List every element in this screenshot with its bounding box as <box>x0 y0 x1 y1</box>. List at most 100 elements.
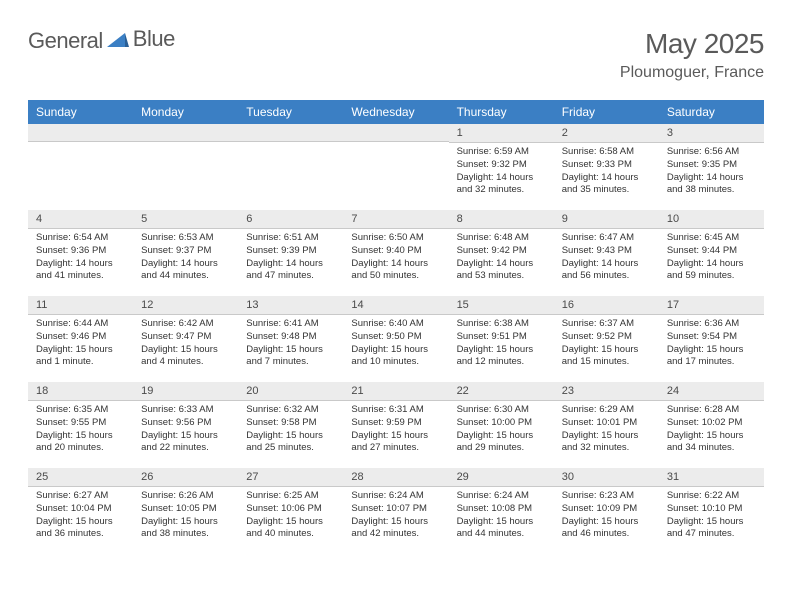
page-header: General Blue May 2025 Ploumoguer, France <box>28 28 764 82</box>
day-number: 1 <box>449 124 554 143</box>
day-number: 18 <box>28 382 133 401</box>
location-label: Ploumoguer, France <box>620 64 764 82</box>
day-number: 2 <box>554 124 659 143</box>
day-number: 16 <box>554 296 659 315</box>
daylight-text-2: and 20 minutes. <box>36 442 125 455</box>
daylight-text-2: and 15 minutes. <box>562 356 651 369</box>
daylight-text-1: Daylight: 15 hours <box>351 516 440 529</box>
day-details: Sunrise: 6:37 AMSunset: 9:52 PMDaylight:… <box>554 315 659 373</box>
day-number: 29 <box>449 468 554 487</box>
day-cell: 16Sunrise: 6:37 AMSunset: 9:52 PMDayligh… <box>554 296 659 382</box>
day-details: Sunrise: 6:29 AMSunset: 10:01 PMDaylight… <box>554 401 659 459</box>
day-details: Sunrise: 6:44 AMSunset: 9:46 PMDaylight:… <box>28 315 133 373</box>
day-cell: 25Sunrise: 6:27 AMSunset: 10:04 PMDaylig… <box>28 468 133 554</box>
calendar-table: Sunday Monday Tuesday Wednesday Thursday… <box>28 100 764 554</box>
day-header: Saturday <box>659 100 764 124</box>
calendar-week-row: 1Sunrise: 6:59 AMSunset: 9:32 PMDaylight… <box>28 124 764 210</box>
daylight-text-1: Daylight: 15 hours <box>667 516 756 529</box>
daylight-text-2: and 7 minutes. <box>246 356 335 369</box>
day-cell <box>28 124 133 210</box>
sunrise-text: Sunrise: 6:59 AM <box>457 146 546 159</box>
day-cell: 3Sunrise: 6:56 AMSunset: 9:35 PMDaylight… <box>659 124 764 210</box>
daylight-text-2: and 25 minutes. <box>246 442 335 455</box>
brand-word1: General <box>28 28 103 54</box>
day-cell: 26Sunrise: 6:26 AMSunset: 10:05 PMDaylig… <box>133 468 238 554</box>
daylight-text-1: Daylight: 15 hours <box>457 344 546 357</box>
day-number: 26 <box>133 468 238 487</box>
sunrise-text: Sunrise: 6:31 AM <box>351 404 440 417</box>
daylight-text-1: Daylight: 14 hours <box>667 172 756 185</box>
day-details: Sunrise: 6:23 AMSunset: 10:09 PMDaylight… <box>554 487 659 545</box>
daylight-text-1: Daylight: 15 hours <box>667 344 756 357</box>
daylight-text-2: and 46 minutes. <box>562 528 651 541</box>
day-details: Sunrise: 6:32 AMSunset: 9:58 PMDaylight:… <box>238 401 343 459</box>
sunrise-text: Sunrise: 6:37 AM <box>562 318 651 331</box>
calendar-body: 1Sunrise: 6:59 AMSunset: 9:32 PMDaylight… <box>28 124 764 554</box>
sunrise-text: Sunrise: 6:56 AM <box>667 146 756 159</box>
daylight-text-1: Daylight: 15 hours <box>246 516 335 529</box>
day-number: 11 <box>28 296 133 315</box>
sunset-text: Sunset: 9:58 PM <box>246 417 335 430</box>
sunrise-text: Sunrise: 6:44 AM <box>36 318 125 331</box>
sunset-text: Sunset: 9:52 PM <box>562 331 651 344</box>
sunrise-text: Sunrise: 6:51 AM <box>246 232 335 245</box>
daylight-text-2: and 35 minutes. <box>562 184 651 197</box>
daylight-text-1: Daylight: 15 hours <box>667 430 756 443</box>
sunrise-text: Sunrise: 6:42 AM <box>141 318 230 331</box>
daylight-text-2: and 47 minutes. <box>667 528 756 541</box>
sunset-text: Sunset: 9:33 PM <box>562 159 651 172</box>
daylight-text-1: Daylight: 15 hours <box>351 430 440 443</box>
sunrise-text: Sunrise: 6:25 AM <box>246 490 335 503</box>
daylight-text-1: Daylight: 15 hours <box>141 516 230 529</box>
day-details: Sunrise: 6:26 AMSunset: 10:05 PMDaylight… <box>133 487 238 545</box>
sunset-text: Sunset: 9:47 PM <box>141 331 230 344</box>
sunset-text: Sunset: 10:08 PM <box>457 503 546 516</box>
daylight-text-2: and 56 minutes. <box>562 270 651 283</box>
day-details: Sunrise: 6:30 AMSunset: 10:00 PMDaylight… <box>449 401 554 459</box>
day-cell: 5Sunrise: 6:53 AMSunset: 9:37 PMDaylight… <box>133 210 238 296</box>
daylight-text-1: Daylight: 14 hours <box>562 258 651 271</box>
day-cell <box>238 124 343 210</box>
sunset-text: Sunset: 10:00 PM <box>457 417 546 430</box>
daylight-text-2: and 32 minutes. <box>457 184 546 197</box>
sunrise-text: Sunrise: 6:22 AM <box>667 490 756 503</box>
daylight-text-1: Daylight: 15 hours <box>246 344 335 357</box>
sunrise-text: Sunrise: 6:27 AM <box>36 490 125 503</box>
sunrise-text: Sunrise: 6:30 AM <box>457 404 546 417</box>
daylight-text-2: and 29 minutes. <box>457 442 546 455</box>
daylight-text-2: and 41 minutes. <box>36 270 125 283</box>
day-cell: 20Sunrise: 6:32 AMSunset: 9:58 PMDayligh… <box>238 382 343 468</box>
daylight-text-1: Daylight: 15 hours <box>141 430 230 443</box>
daylight-text-1: Daylight: 15 hours <box>36 344 125 357</box>
sunrise-text: Sunrise: 6:32 AM <box>246 404 335 417</box>
day-cell: 18Sunrise: 6:35 AMSunset: 9:55 PMDayligh… <box>28 382 133 468</box>
day-cell: 6Sunrise: 6:51 AMSunset: 9:39 PMDaylight… <box>238 210 343 296</box>
daylight-text-2: and 27 minutes. <box>351 442 440 455</box>
day-details: Sunrise: 6:40 AMSunset: 9:50 PMDaylight:… <box>343 315 448 373</box>
day-number: 5 <box>133 210 238 229</box>
daylight-text-1: Daylight: 15 hours <box>457 516 546 529</box>
daylight-text-2: and 10 minutes. <box>351 356 440 369</box>
sunset-text: Sunset: 9:54 PM <box>667 331 756 344</box>
calendar-week-row: 25Sunrise: 6:27 AMSunset: 10:04 PMDaylig… <box>28 468 764 554</box>
day-header: Monday <box>133 100 238 124</box>
month-title: May 2025 <box>620 28 764 60</box>
day-details: Sunrise: 6:24 AMSunset: 10:08 PMDaylight… <box>449 487 554 545</box>
day-number: 19 <box>133 382 238 401</box>
day-cell: 30Sunrise: 6:23 AMSunset: 10:09 PMDaylig… <box>554 468 659 554</box>
sunset-text: Sunset: 10:04 PM <box>36 503 125 516</box>
day-details: Sunrise: 6:58 AMSunset: 9:33 PMDaylight:… <box>554 143 659 201</box>
day-header: Friday <box>554 100 659 124</box>
sunrise-text: Sunrise: 6:50 AM <box>351 232 440 245</box>
day-number: 14 <box>343 296 448 315</box>
sunset-text: Sunset: 9:39 PM <box>246 245 335 258</box>
day-cell: 21Sunrise: 6:31 AMSunset: 9:59 PMDayligh… <box>343 382 448 468</box>
sunset-text: Sunset: 9:55 PM <box>36 417 125 430</box>
brand-logo: General Blue <box>28 28 175 54</box>
daylight-text-1: Daylight: 14 hours <box>457 258 546 271</box>
day-details: Sunrise: 6:35 AMSunset: 9:55 PMDaylight:… <box>28 401 133 459</box>
sunset-text: Sunset: 10:02 PM <box>667 417 756 430</box>
daylight-text-2: and 17 minutes. <box>667 356 756 369</box>
sunrise-text: Sunrise: 6:28 AM <box>667 404 756 417</box>
sunrise-text: Sunrise: 6:24 AM <box>351 490 440 503</box>
